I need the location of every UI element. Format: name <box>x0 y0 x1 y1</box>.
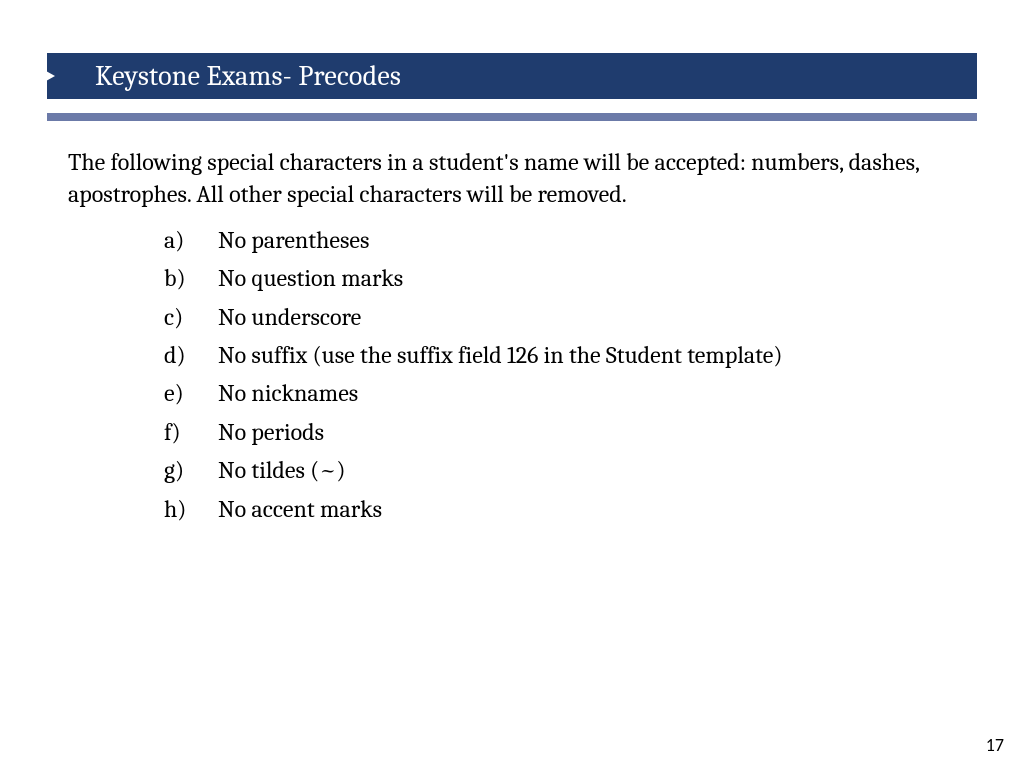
list-item: f) No periods <box>164 413 958 451</box>
title-band: Keystone Exams- Precodes <box>47 53 977 99</box>
list-text: No nicknames <box>218 374 358 412</box>
list-marker: f) <box>164 413 218 451</box>
list-marker: a) <box>164 221 218 259</box>
list-item: g) No tildes (~) <box>164 451 958 489</box>
page-number: 17 <box>986 734 1004 756</box>
list-item: a) No parentheses <box>164 221 958 259</box>
list-text: No tildes (~) <box>218 451 346 489</box>
list-text: No question marks <box>218 259 403 297</box>
slide-title: Keystone Exams- Precodes <box>95 60 401 92</box>
list-text: No underscore <box>218 298 361 336</box>
title-bar: Keystone Exams- Precodes <box>47 53 977 99</box>
list-item: e) No nicknames <box>164 374 958 412</box>
list-marker: g) <box>164 451 218 489</box>
list-marker: h) <box>164 490 218 528</box>
title-arrow-icon <box>37 66 55 86</box>
rules-list: a) No parentheses b) No question marks c… <box>68 221 958 528</box>
list-marker: e) <box>164 374 218 412</box>
list-marker: b) <box>164 259 218 297</box>
list-text: No accent marks <box>218 490 382 528</box>
accent-bar <box>47 113 977 121</box>
slide: Keystone Exams- Precodes The following s… <box>0 0 1024 768</box>
list-text: No periods <box>218 413 324 451</box>
list-marker: d) <box>164 336 218 374</box>
list-item: h) No accent marks <box>164 490 958 528</box>
list-item: b) No question marks <box>164 259 958 297</box>
list-item: c) No underscore <box>164 298 958 336</box>
list-text: No suffix (use the suffix field 126 in t… <box>218 336 783 374</box>
intro-paragraph: The following special characters in a st… <box>68 146 958 211</box>
list-marker: c) <box>164 298 218 336</box>
body-content: The following special characters in a st… <box>68 146 958 528</box>
list-item: d) No suffix (use the suffix field 126 i… <box>164 336 958 374</box>
list-text: No parentheses <box>218 221 369 259</box>
